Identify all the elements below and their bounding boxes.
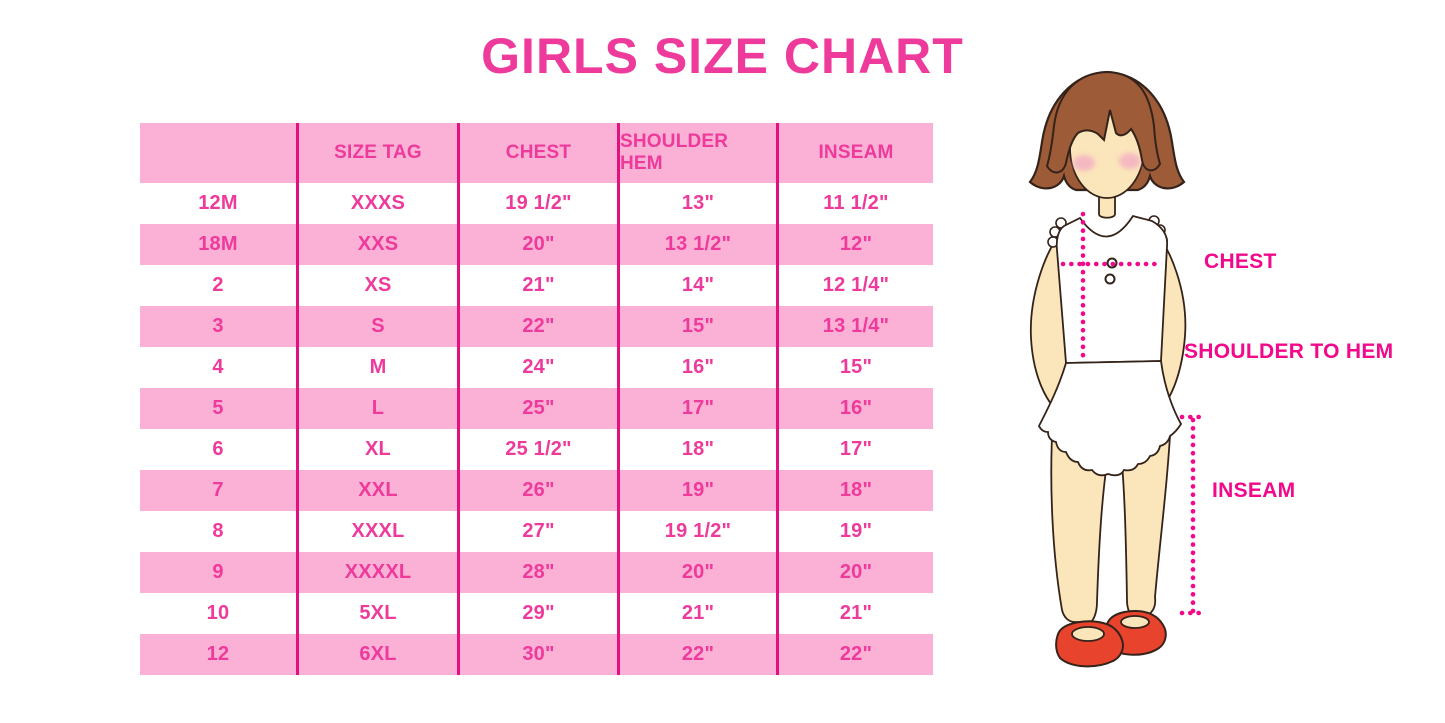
shirt-button-bottom	[1104, 273, 1116, 285]
table-cell: 12"	[776, 224, 933, 265]
table-cell: 13"	[617, 183, 776, 224]
table-cell: L	[296, 388, 457, 429]
column-header-cell	[140, 123, 296, 183]
table-cell: 6XL	[296, 634, 457, 675]
table-cell: 13 1/4"	[776, 306, 933, 347]
table-cell: 18"	[617, 429, 776, 470]
table-row: 12M XXXS 19 1/2" 13" 11 1/2"	[140, 183, 933, 224]
measurement-lines	[1060, 211, 1209, 616]
table-row: 6 XL 25 1/2" 18" 17"	[140, 429, 933, 470]
table-cell: 18M	[198, 233, 238, 255]
table-row: 4 M 24" 16" 15"	[140, 347, 933, 388]
table-cell: 20"	[457, 224, 617, 265]
table-cell: XXS	[296, 224, 457, 265]
left-cheek	[1073, 155, 1095, 171]
table-row: 8 XXXL 27" 19 1/2" 19"	[140, 511, 933, 552]
shoulder-to-hem-label: SHOULDER TO HEM	[1184, 340, 1394, 363]
table-cell: 5XL	[296, 593, 457, 634]
girl-illustration-svg	[1028, 70, 1209, 668]
table-cell: 18"	[776, 470, 933, 511]
table-cell: 7	[212, 479, 224, 501]
table-cell: 15"	[776, 347, 933, 388]
table-cell: XXXL	[296, 511, 457, 552]
table-cell: 3	[212, 315, 224, 337]
table-cell: 8	[212, 520, 224, 542]
table-cell: 20"	[776, 552, 933, 593]
table-cell: 19 1/2"	[617, 511, 776, 552]
table-cell: 10	[206, 602, 230, 624]
table-cell: 16"	[617, 347, 776, 388]
table-cell: 12 1/4"	[776, 265, 933, 306]
table-cell: 14"	[617, 265, 776, 306]
table-cell: 22"	[457, 306, 617, 347]
table-cell: XXL	[296, 470, 457, 511]
shirt	[1055, 214, 1169, 364]
table-cell: 19"	[617, 470, 776, 511]
size-table-body: 12M XXXS 19 1/2" 13" 11 1/2" 18M XXS 20" 13 1/2"…	[140, 183, 933, 675]
right-shoe-opening	[1120, 615, 1150, 629]
table-cell: 25 1/2"	[457, 429, 617, 470]
table-row: 10 5XL 29" 21" 21"	[140, 593, 933, 634]
page-title: GIRLS SIZE CHART	[481, 28, 964, 84]
table-cell: 30"	[457, 634, 617, 675]
table-cell: 17"	[617, 388, 776, 429]
table-cell: 9	[212, 561, 224, 583]
table-cell: 19 1/2"	[457, 183, 617, 224]
column-header-cell: CHEST	[457, 123, 617, 183]
table-cell: 25"	[457, 388, 617, 429]
table-cell: 16"	[776, 388, 933, 429]
table-cell: 22"	[776, 634, 933, 675]
table-cell: 26"	[457, 470, 617, 511]
table-cell: 19"	[776, 511, 933, 552]
table-cell: 20"	[617, 552, 776, 593]
table-cell: 29"	[457, 593, 617, 634]
table-cell: 24"	[457, 347, 617, 388]
table-row: 12 6XL 30" 22" 22"	[140, 634, 933, 675]
chest-label: CHEST	[1204, 250, 1277, 273]
table-row: 7 XXL 26" 19" 18"	[140, 470, 933, 511]
table-cell: XXXS	[296, 183, 457, 224]
right-cheek	[1119, 153, 1141, 169]
table-cell: 28"	[457, 552, 617, 593]
table-row: 18M XXS 20" 13 1/2" 12"	[140, 224, 933, 265]
table-row: 2 XS 21" 14" 12 1/4"	[140, 265, 933, 306]
table-cell: 5	[212, 397, 224, 419]
table-cell: 13 1/2"	[617, 224, 776, 265]
table-cell: 21"	[617, 593, 776, 634]
inseam-label: INSEAM	[1212, 479, 1296, 502]
column-header-cell: SHOULDER HEM	[617, 123, 776, 183]
table-cell: 22"	[617, 634, 776, 675]
table-cell: 11 1/2"	[776, 183, 933, 224]
table-cell: 21"	[776, 593, 933, 634]
skirt	[1037, 360, 1183, 477]
table-cell: XS	[296, 265, 457, 306]
table-cell: 17"	[776, 429, 933, 470]
table-cell: 15"	[617, 306, 776, 347]
girl-illustration	[1000, 60, 1250, 680]
table-cell: 12M	[198, 192, 238, 214]
table-cell: 4	[212, 356, 224, 378]
table-row: 3 S 22" 15" 13 1/4"	[140, 306, 933, 347]
table-cell: XL	[296, 429, 457, 470]
table-row: 9 XXXXL 28" 20" 20"	[140, 552, 933, 593]
table-cell: 27"	[457, 511, 617, 552]
column-header-cell: SIZE TAG	[296, 123, 457, 183]
left-shoe-opening	[1071, 626, 1105, 642]
table-cell: 21"	[457, 265, 617, 306]
table-cell: XXXXL	[296, 552, 457, 593]
table-row: 5 L 25" 17" 16"	[140, 388, 933, 429]
size-table: SIZE TAG CHEST SHOULDER HEM INSEAM 12M XXXS 1…	[140, 123, 933, 675]
table-cell: M	[296, 347, 457, 388]
size-table-header-row: SIZE TAG CHEST SHOULDER HEM INSEAM	[140, 123, 933, 183]
table-cell: 2	[212, 274, 224, 296]
table-cell: 6	[212, 438, 224, 460]
bangs	[1045, 70, 1162, 174]
table-cell: 12	[206, 643, 230, 665]
table-cell: S	[296, 306, 457, 347]
column-header-cell: INSEAM	[776, 123, 933, 183]
